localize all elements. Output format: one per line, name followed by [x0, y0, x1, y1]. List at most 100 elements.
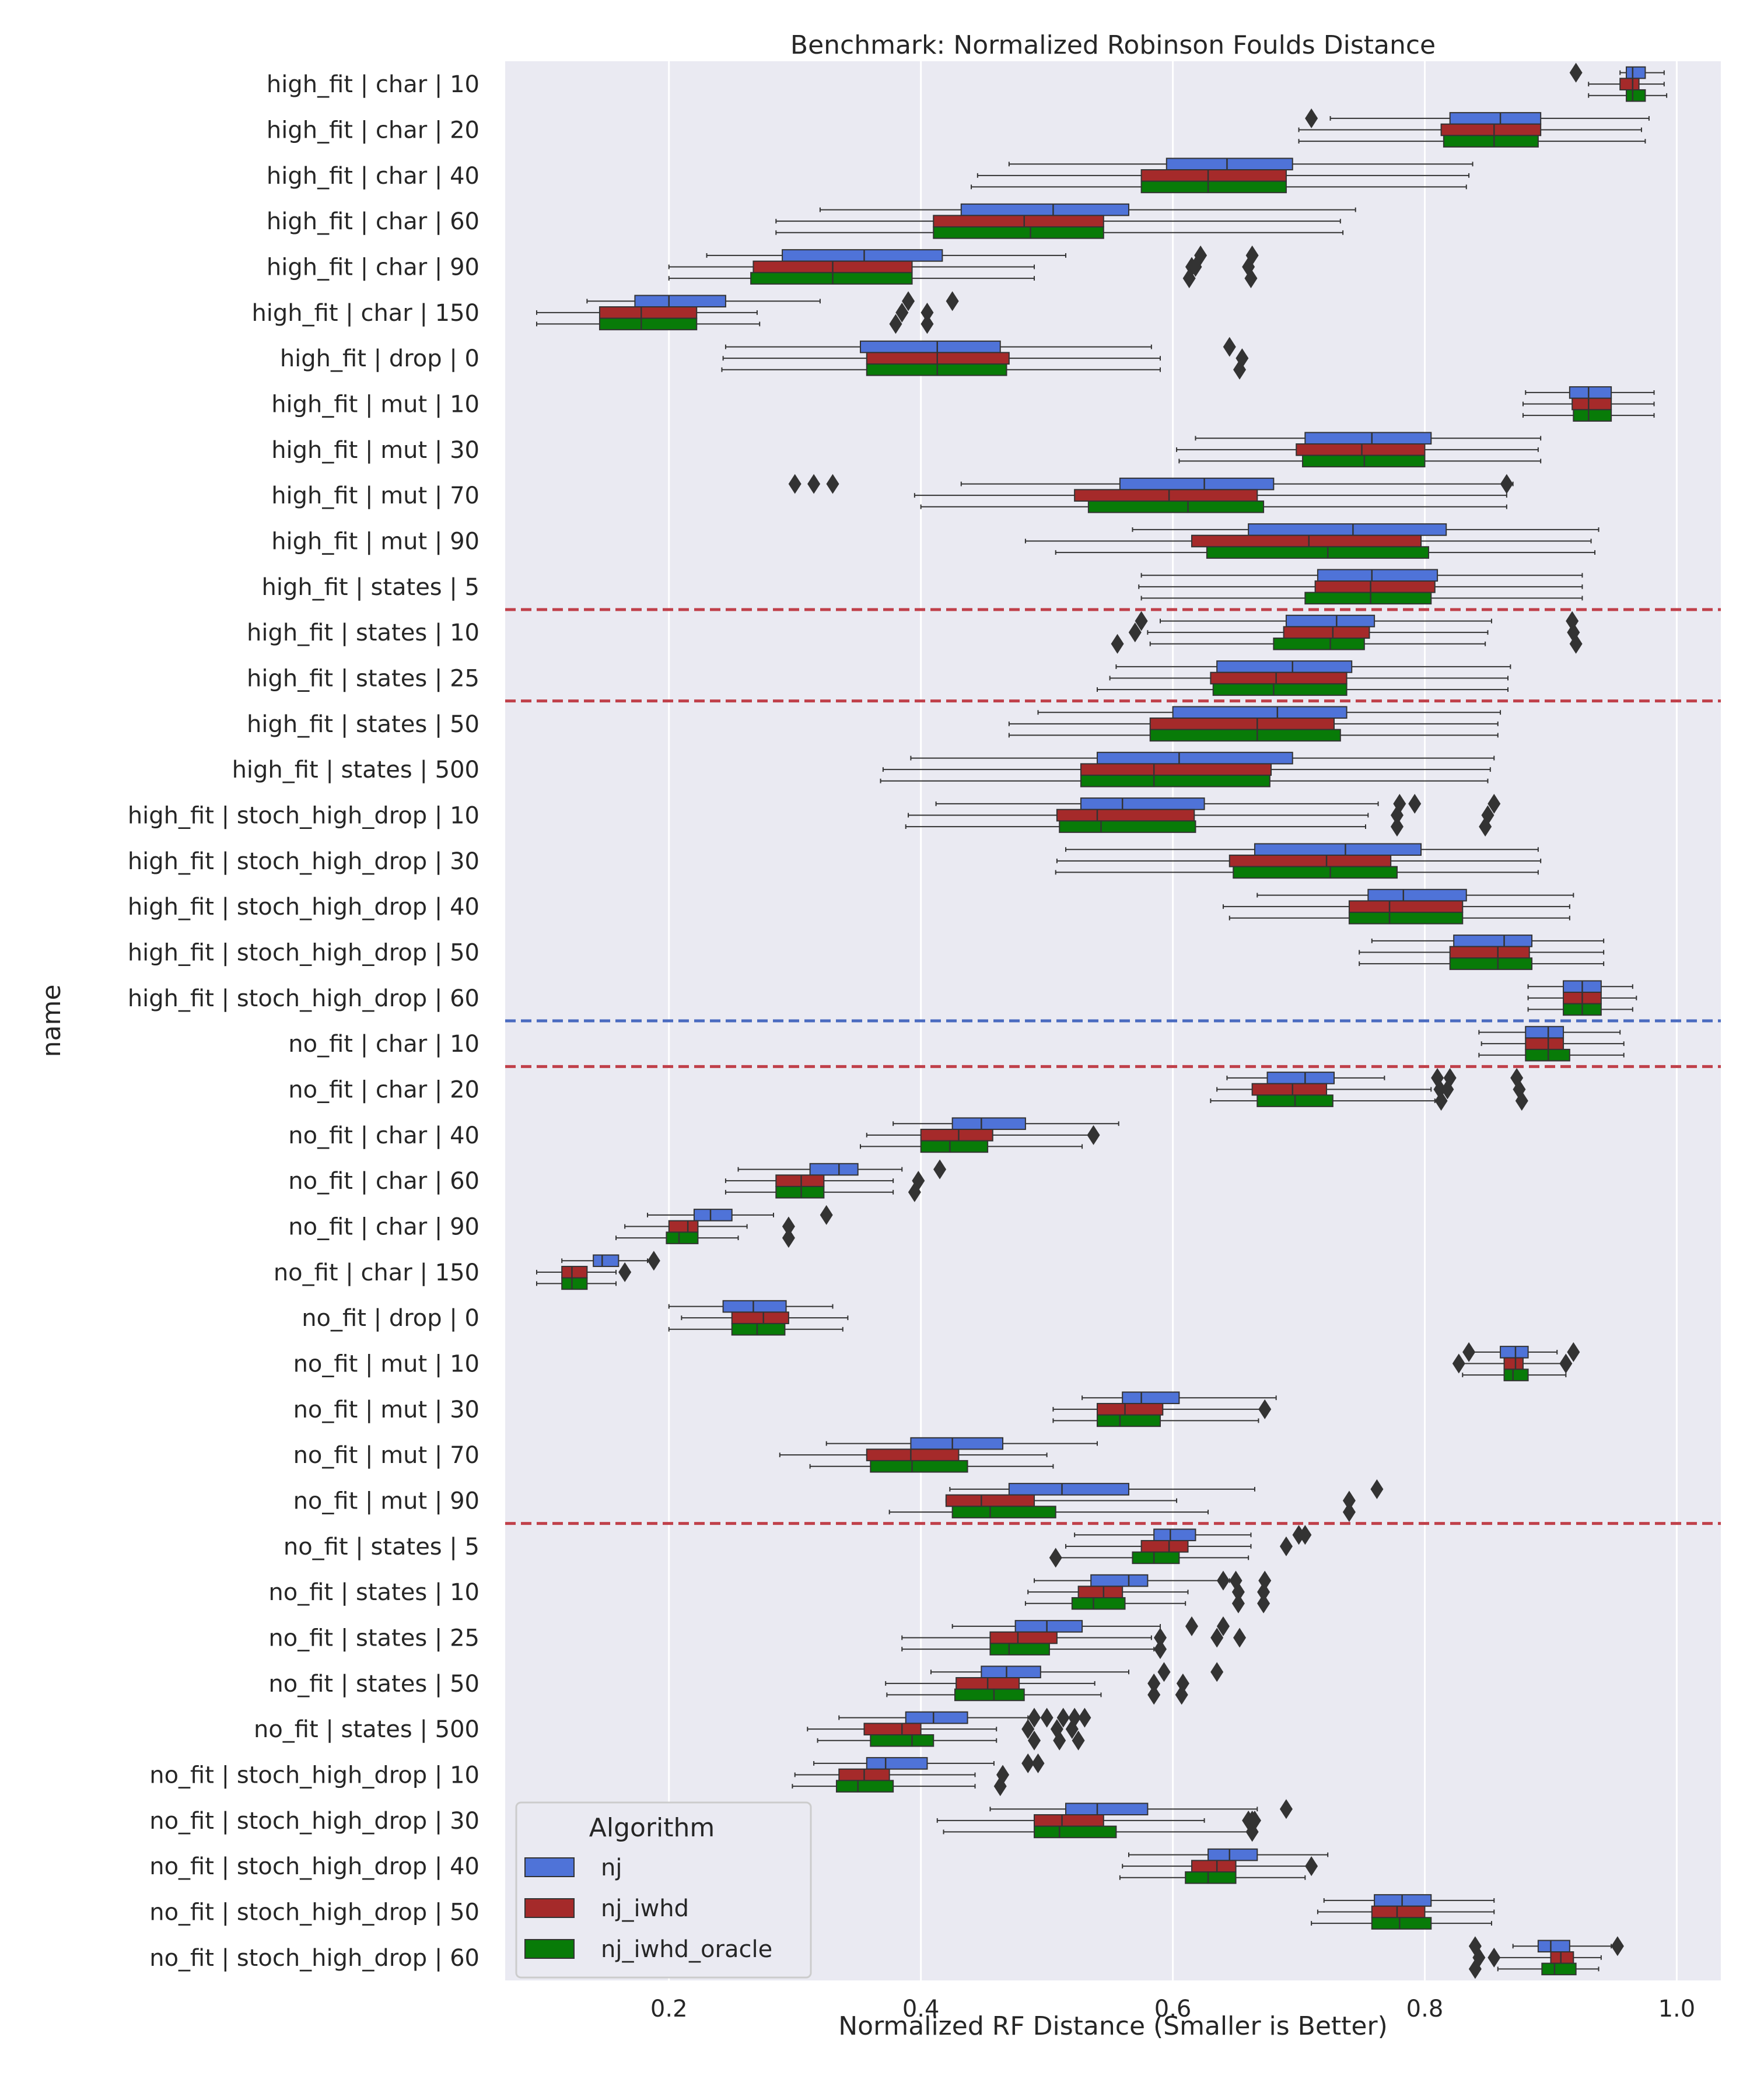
outlier-marker [1078, 1707, 1091, 1728]
box-nj [930, 1662, 1224, 1682]
box-body [1074, 489, 1258, 502]
y-tick-label: no_fit | char | 10 [288, 1031, 480, 1058]
outlier-marker [1153, 1628, 1167, 1648]
box-body [1034, 1814, 1104, 1827]
box-nj_iwhd [945, 1490, 1356, 1511]
box-nj [825, 1437, 1098, 1450]
box-body [1097, 751, 1293, 765]
box-body [1090, 1574, 1149, 1587]
box-body [1080, 774, 1270, 788]
box-body [905, 1711, 968, 1724]
box-body [1449, 957, 1533, 970]
box-body [1348, 900, 1464, 913]
box-nj_iwhd_oracle [905, 817, 1492, 837]
outlier-marker [1157, 1662, 1171, 1682]
outlier-marker [1305, 1856, 1318, 1877]
y-tick-label: high_fit | mut | 30 [271, 437, 480, 464]
box-nj [1195, 432, 1542, 445]
outlier-marker [788, 474, 802, 494]
outlier-marker [1342, 1502, 1356, 1522]
outlier-marker [1279, 1799, 1293, 1819]
box-nj_iwhd [1176, 443, 1539, 456]
box-body [1212, 683, 1348, 696]
box-body [1449, 946, 1530, 959]
box-body [1453, 935, 1533, 947]
outlier-marker [1569, 62, 1583, 83]
y-tick-label: no_fit | drop | 0 [302, 1305, 480, 1332]
box-body [1285, 614, 1376, 628]
outlier-marker [1111, 634, 1124, 654]
box-body [1056, 808, 1195, 822]
box-body [722, 1300, 787, 1313]
outlier-marker [889, 314, 902, 334]
box-body [870, 1460, 968, 1473]
box-nj [951, 1616, 1230, 1636]
y-tick-label: high_fit | states | 5 [261, 574, 480, 601]
y-tick-label: high_fit | states | 10 [247, 620, 480, 646]
outlier-marker [1408, 793, 1422, 814]
box-body [1210, 671, 1348, 685]
box-nj [1065, 843, 1539, 856]
box-body [1254, 843, 1422, 856]
box-nj_iwhd_oracle [860, 1140, 1083, 1153]
box-body [1273, 637, 1365, 650]
box-nj_iwhd_oracle [536, 1277, 617, 1290]
box-body [1550, 1951, 1574, 1964]
outlier-marker [1569, 634, 1583, 654]
box-nj_iwhd_oracle [1119, 1871, 1306, 1884]
outlier-marker [1153, 1639, 1167, 1660]
outlier-marker [826, 474, 839, 494]
box-nj_iwhd_oracle [1311, 1917, 1492, 1930]
box-nj_iwhd_oracle [1527, 1003, 1633, 1016]
outlier-marker [820, 1205, 833, 1225]
box-nj_iwhd [779, 1448, 1048, 1461]
box-nj [737, 1159, 947, 1180]
x-tick-label: 0.6 [1154, 1996, 1192, 2022]
box-body [981, 1665, 1041, 1679]
outlier-marker [1147, 1685, 1161, 1705]
box-body [561, 1266, 588, 1279]
outlier-marker [1390, 805, 1404, 825]
y-tick-label: no_fit | states | 500 [254, 1716, 480, 1743]
box-nj_iwhd_oracle [1140, 592, 1583, 605]
box-body [666, 1231, 699, 1244]
box-body [1304, 592, 1432, 605]
outlier-marker [1468, 1959, 1482, 1979]
box-body [1097, 1403, 1164, 1416]
box-body [1216, 660, 1353, 673]
legend-swatch [524, 1939, 575, 1959]
outlier-marker [921, 314, 934, 334]
box-body [1140, 1540, 1189, 1553]
box-nj [1128, 1848, 1329, 1861]
box-body [920, 1140, 989, 1153]
box-nj_iwhd_oracle [792, 1776, 1007, 1797]
box-nj_iwhd_oracle [1111, 634, 1583, 654]
outlier-marker [1370, 1479, 1384, 1499]
box-body [1283, 626, 1370, 639]
legend-swatch [524, 1898, 575, 1918]
outlier-marker [1258, 1399, 1272, 1419]
legend-label: nj_iwhd_oracle [601, 1936, 772, 1963]
box-body [1208, 1848, 1258, 1861]
box-body [731, 1311, 789, 1324]
box-nj_iwhd [908, 805, 1494, 825]
box-nj_iwhd_oracle [668, 268, 1258, 289]
box-nj_iwhd_oracle [1097, 683, 1509, 696]
outlier-marker [1279, 1536, 1293, 1556]
y-tick-label: high_fit | mut | 90 [271, 528, 480, 555]
box-nj_iwhd [977, 169, 1470, 182]
box-body [1569, 386, 1612, 399]
y-tick-label: high_fit | stoch_high_drop | 60 [128, 985, 480, 1012]
box-nj_iwhd_oracle [1024, 1593, 1270, 1614]
outlier-marker [1210, 1628, 1224, 1648]
box-nj_iwhd [1027, 1582, 1270, 1602]
box-body [1228, 855, 1392, 867]
box-nj_iwhd [536, 302, 934, 323]
outlier-marker [782, 1228, 795, 1248]
outlier-marker [1087, 1125, 1100, 1145]
y-tick-label: no_fit | states | 10 [268, 1579, 480, 1606]
outlier-marker [1231, 1582, 1245, 1602]
box-nj_iwhd [775, 215, 1341, 228]
box-nj [1132, 523, 1600, 536]
outlier-marker [1031, 1753, 1045, 1773]
